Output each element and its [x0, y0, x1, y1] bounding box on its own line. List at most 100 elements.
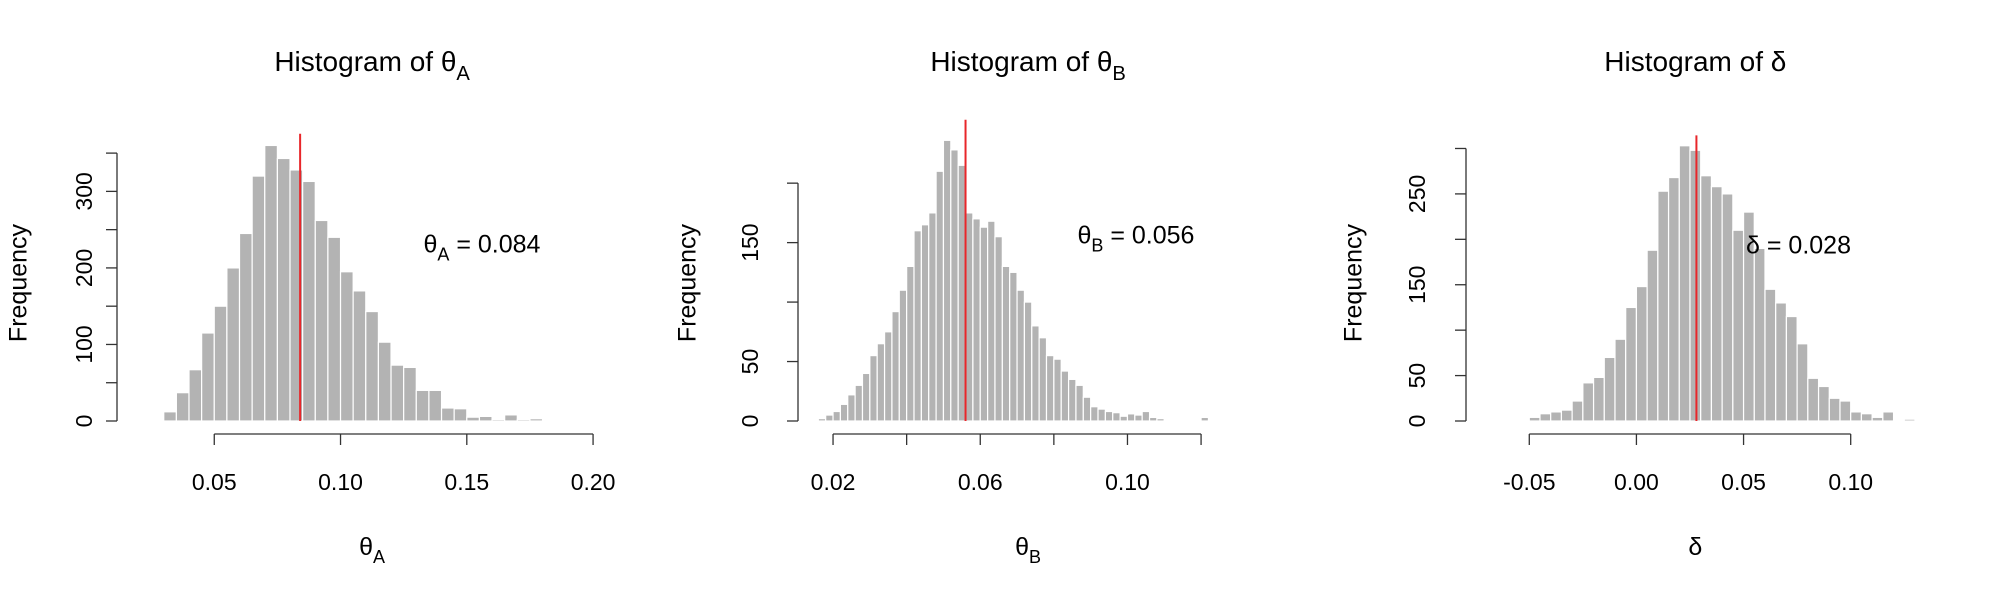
histogram-bar — [1104, 410, 1114, 422]
histogram-bar — [1753, 247, 1766, 422]
histogram-bar — [1582, 382, 1595, 422]
histogram-bar — [1828, 397, 1841, 422]
histogram-bar — [1689, 149, 1702, 422]
histogram-bar — [1126, 413, 1136, 422]
y-tick-label: 200 — [71, 249, 97, 287]
histogram-bar — [876, 343, 886, 422]
histogram-bar — [1009, 271, 1018, 422]
histogram-bar — [1882, 411, 1895, 422]
annotation-text: θ — [1077, 221, 1091, 249]
histogram-bar — [839, 403, 849, 422]
histogram-bar — [1045, 354, 1055, 422]
histogram-bar — [1185, 419, 1195, 422]
x-axis-label-text: θ — [1015, 533, 1029, 561]
histogram-bar — [1860, 413, 1873, 422]
histogram-bar — [920, 224, 930, 422]
y-tick-label: 100 — [71, 325, 97, 363]
histogram-bar — [1163, 419, 1173, 422]
histogram-bar — [898, 289, 908, 422]
histogram-bar — [1134, 414, 1143, 422]
histogram-bar — [1060, 370, 1070, 422]
histogram-bar — [1614, 338, 1627, 422]
chart-title-subscript: B — [1112, 63, 1125, 85]
histogram-bar — [264, 144, 278, 422]
histogram-bar — [1839, 400, 1852, 422]
histogram-bar — [972, 218, 981, 422]
x-tick-label: 0.20 — [571, 469, 616, 495]
histogram-bar — [847, 394, 856, 422]
histogram-bar — [276, 157, 291, 422]
histogram-bar — [1807, 377, 1820, 422]
x-axis-label: θA — [359, 533, 385, 567]
histogram-bar — [428, 389, 443, 422]
histogram-bar — [1001, 265, 1011, 422]
histogram-bar — [188, 369, 203, 422]
y-tick-label: 0 — [737, 415, 763, 428]
histogram-bar — [1667, 176, 1680, 422]
histogram-bar — [390, 364, 405, 422]
x-tick-label: 0.05 — [1721, 469, 1766, 495]
histogram-bar — [491, 418, 506, 422]
histogram-bar — [339, 271, 354, 422]
histogram-bar — [825, 414, 834, 422]
histogram-bar — [1517, 419, 1530, 422]
histogram-bar — [1571, 400, 1584, 422]
histogram-bar — [1112, 412, 1121, 422]
x-tick-label: 0.00 — [1614, 469, 1659, 495]
histogram-bar — [1097, 408, 1106, 422]
histogram-bar — [883, 331, 893, 422]
histogram-bar — [1075, 384, 1084, 422]
histogram-bar — [854, 384, 864, 422]
histogram-bar — [415, 389, 430, 422]
histogram-bar — [1646, 249, 1659, 422]
histogram-bar — [579, 419, 594, 422]
histogram-bar — [1710, 186, 1723, 422]
histogram-bar — [1171, 419, 1180, 422]
histogram-bar — [1903, 418, 1916, 422]
histogram-bar — [213, 305, 228, 422]
histogram-bar — [1475, 419, 1488, 422]
x-axis-label-text: δ — [1688, 533, 1702, 561]
histogram-bar — [957, 164, 967, 422]
histogram-bar — [226, 267, 241, 422]
x-axis-label-subscript: B — [1029, 547, 1041, 567]
chart-title-text: Histogram of θ — [930, 46, 1112, 77]
x-tick-label: 0.15 — [444, 469, 489, 495]
chart-title: Histogram of δ — [1604, 46, 1786, 77]
annotation-rest: = 0.056 — [1103, 221, 1194, 249]
y-axis-label: Frequency — [674, 223, 702, 342]
histogram-bar — [1721, 193, 1734, 422]
x-tick-label: 0.05 — [192, 469, 237, 495]
histogram-bar — [1031, 325, 1040, 422]
annotation: θA = 0.084 — [423, 230, 540, 264]
histogram-bar — [1657, 190, 1670, 422]
y-axis-label: Frequency — [1340, 223, 1368, 342]
y-tick-label: 300 — [71, 172, 97, 210]
histogram-panel — [1475, 145, 1916, 422]
histogram-bar — [906, 265, 915, 422]
histogram-bar — [950, 149, 959, 422]
y-tick-label: 0 — [1404, 415, 1430, 428]
x-tick-label: 0.10 — [1828, 469, 1873, 495]
histogram-bar — [529, 418, 544, 422]
histogram-bar — [994, 236, 1003, 422]
histogram-panel — [817, 139, 1246, 422]
histogram-bar — [1023, 301, 1033, 422]
chart-title-subscript: A — [456, 63, 470, 85]
histogram-bar — [1850, 411, 1863, 422]
histogram-bar — [1141, 410, 1151, 422]
histogram-bar — [832, 410, 842, 422]
histogram-bar — [1038, 337, 1048, 422]
histogram-bar — [504, 414, 518, 422]
histogram-bar — [478, 415, 493, 422]
y-tick-label: 150 — [737, 223, 763, 261]
annotation-text: δ = 0.028 — [1746, 231, 1851, 259]
x-axis-label-text: θ — [359, 533, 373, 561]
histogram-bar — [327, 236, 342, 422]
histogram-bar — [1156, 418, 1165, 422]
histogram-bar — [1700, 175, 1713, 422]
histogram-bar — [352, 290, 367, 422]
histogram-bar — [1592, 376, 1605, 422]
annotation: δ = 0.028 — [1746, 231, 1851, 259]
x-tick-label: 0.06 — [958, 469, 1003, 495]
